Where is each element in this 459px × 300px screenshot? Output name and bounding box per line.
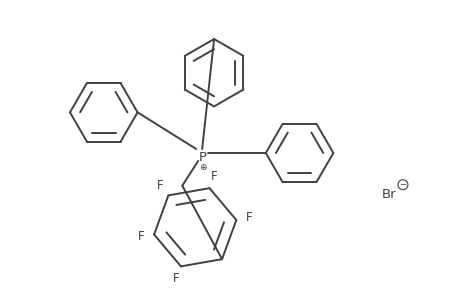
Text: −: − bbox=[398, 180, 406, 189]
Text: Br: Br bbox=[381, 188, 396, 201]
Text: P: P bbox=[199, 152, 207, 164]
Text: F: F bbox=[210, 169, 217, 183]
Text: F: F bbox=[157, 179, 163, 192]
Text: ⊕: ⊕ bbox=[199, 163, 207, 172]
Text: F: F bbox=[138, 230, 145, 243]
Text: F: F bbox=[173, 272, 179, 285]
Text: F: F bbox=[245, 211, 252, 224]
